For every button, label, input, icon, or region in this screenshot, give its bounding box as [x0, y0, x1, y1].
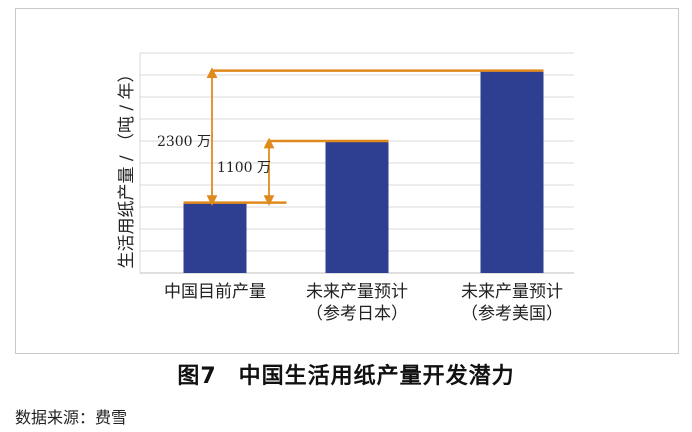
difference-label-2: 2300 万 [157, 134, 211, 150]
bars [183, 70, 544, 273]
category-label-2: 未来产量预计 [306, 282, 408, 302]
figure-title: 中国生活用纸产量开发潜力 [238, 364, 515, 389]
difference-label-1: 1100 万 [217, 160, 271, 176]
y-axis-label: 生活用纸产量 / （吨 / 年） [117, 65, 137, 268]
bar-3 [480, 70, 544, 273]
bar-2 [325, 141, 389, 273]
category-label-3: 未来产量预计 [461, 282, 563, 302]
category-label-1: 中国目前产量 [164, 282, 266, 302]
category-sublabel-2: （参考日本） [306, 304, 408, 324]
category-labels: 中国目前产量 未来产量预计（参考日本）未来产量预计（参考美国） [164, 282, 563, 324]
chart-frame: 1100 万 2300 万 中国目前产量 未来产量预计 （参考日本） 未来产量预计 （参考… [15, 8, 679, 354]
bar-1 [183, 202, 247, 273]
figure-caption: 图7 中国生活用纸产量开发潜力 [0, 358, 692, 390]
source-note: 数据来源：费雪 [15, 408, 128, 427]
category-sublabel-3: （参考美国） [461, 304, 563, 324]
figure-number: 图7 [177, 364, 217, 389]
difference-annotations: 1100 万 2300 万 [157, 67, 544, 207]
